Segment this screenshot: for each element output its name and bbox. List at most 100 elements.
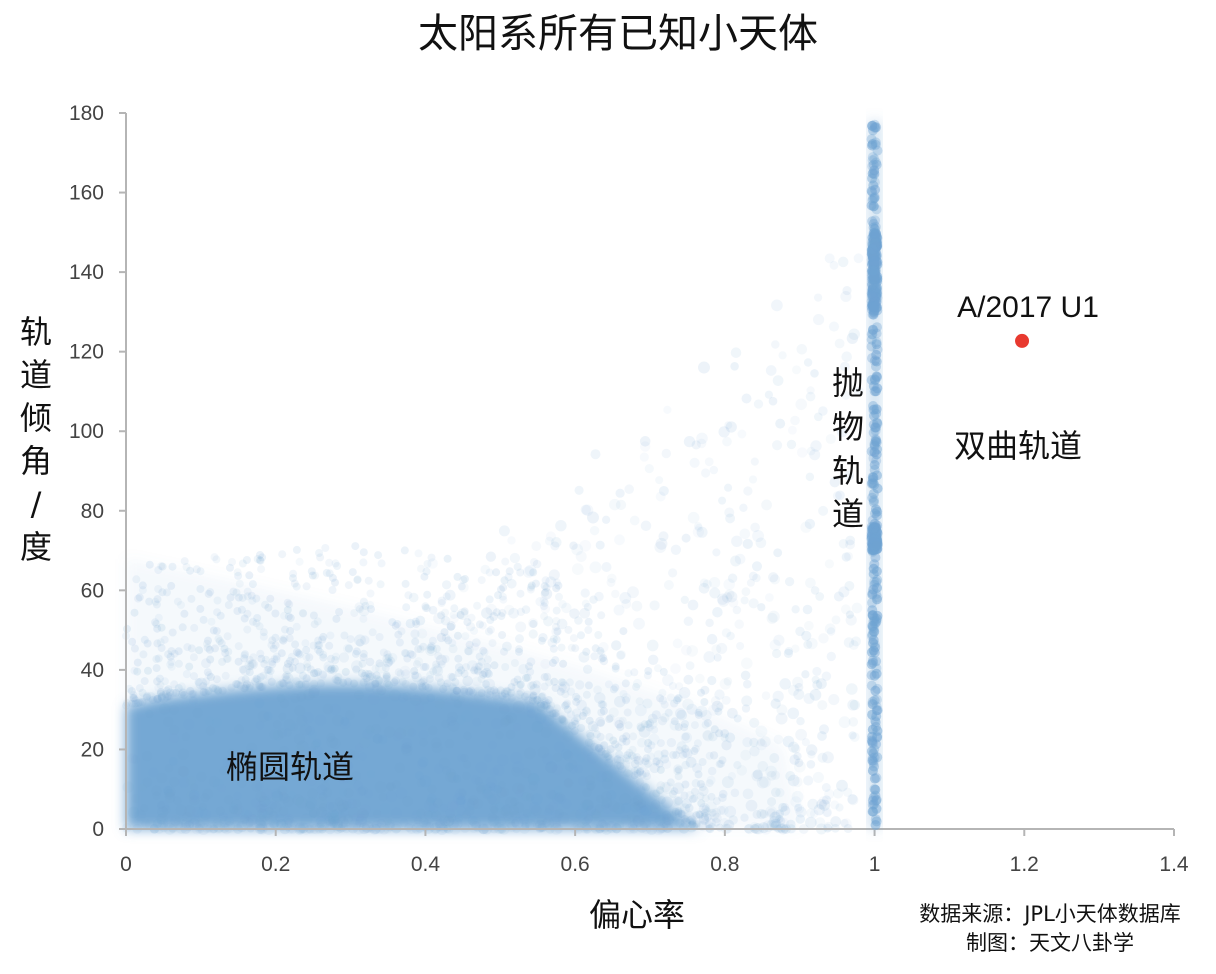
scatter-point <box>673 767 682 776</box>
scatter-point <box>663 580 674 590</box>
scatter-point <box>701 805 710 814</box>
scatter-point <box>200 808 212 820</box>
scatter-point <box>531 541 542 552</box>
scatter-point <box>381 663 390 672</box>
scatter-point <box>552 578 561 587</box>
scatter-point <box>594 692 606 704</box>
parabolic-point <box>870 422 881 433</box>
scatter-point <box>480 648 489 657</box>
scatter-point <box>447 772 459 784</box>
scatter-point <box>393 620 402 628</box>
scatter-point <box>500 805 512 817</box>
scatter-point <box>792 365 801 375</box>
scatter-point <box>259 803 269 813</box>
scatter-point <box>252 594 261 603</box>
scatter-point <box>840 361 850 372</box>
scatter-point <box>359 737 371 749</box>
scatter-point <box>725 732 736 743</box>
scatter-point <box>168 628 177 637</box>
scatter-point <box>591 771 600 780</box>
scatter-point <box>680 817 691 828</box>
scatter-point <box>353 576 362 585</box>
scatter-point <box>787 707 800 720</box>
parabolic-point <box>868 488 879 499</box>
scatter-point <box>590 652 599 661</box>
scatter-point <box>261 788 273 800</box>
scatter-point <box>445 768 456 779</box>
scatter-point <box>644 759 653 768</box>
scatter-point <box>806 446 816 456</box>
scatter-point <box>498 525 510 537</box>
scatter-point <box>365 657 375 667</box>
scatter-point <box>426 643 435 652</box>
scatter-point <box>457 582 466 591</box>
region-label-hyperbolic: 双曲轨道 <box>954 427 1082 465</box>
scatter-point <box>853 253 864 264</box>
scatter-point <box>166 660 175 669</box>
scatter-point <box>300 813 313 826</box>
scatter-point <box>334 797 344 807</box>
scatter-point <box>325 801 335 811</box>
scatter-point <box>841 390 851 400</box>
scatter-point <box>500 787 510 797</box>
scatter-point <box>574 764 584 774</box>
scatter-point <box>499 807 508 816</box>
scatter-point <box>292 677 301 686</box>
parabolic-point <box>869 559 880 570</box>
scatter-point <box>460 669 469 678</box>
scatter-point <box>765 805 778 818</box>
scatter-point <box>632 794 644 806</box>
scatter-point <box>448 683 457 691</box>
scatter-point <box>458 788 467 797</box>
scatter-point <box>247 659 258 670</box>
scatter-point <box>145 691 156 702</box>
scatter-point <box>800 521 812 533</box>
scatter-point <box>180 609 189 618</box>
scatter-point <box>700 710 712 722</box>
scatter-point <box>741 695 753 707</box>
scatter-point <box>164 692 173 701</box>
scatter-point <box>368 628 377 637</box>
scatter-point <box>378 792 388 802</box>
scatter-point <box>542 583 551 592</box>
scatter-point <box>326 736 339 748</box>
scatter-point <box>157 693 166 702</box>
scatter-point <box>599 654 608 662</box>
scatter-point <box>851 602 863 614</box>
scatter-point <box>565 678 574 687</box>
scatter-point <box>708 576 721 589</box>
scatter-point <box>390 807 403 819</box>
scatter-point <box>364 682 375 693</box>
parabolic-point <box>867 155 878 166</box>
scatter-point <box>792 776 803 788</box>
scatter-point <box>564 625 573 634</box>
scatter-point <box>586 739 595 748</box>
scatter-point <box>155 674 164 683</box>
parabolic-point <box>869 761 879 772</box>
scatter-point <box>761 691 771 700</box>
scatter-point <box>334 673 343 681</box>
scatter-point <box>722 436 732 447</box>
scatter-point <box>212 818 223 828</box>
scatter-point <box>294 822 306 834</box>
parabolic-point <box>870 233 881 244</box>
scatter-point <box>435 818 448 831</box>
scatter-point <box>768 572 779 583</box>
credit-source: 数据来源：JPL小天体数据库 <box>919 902 1181 926</box>
scatter-point <box>338 652 350 663</box>
scatter-point <box>161 690 170 698</box>
scatter-point <box>641 757 650 766</box>
scatter-point <box>584 738 593 747</box>
parabolic-point <box>867 299 878 310</box>
scatter-point <box>662 674 674 686</box>
scatter-point <box>585 729 594 738</box>
scatter-point <box>164 792 176 804</box>
scatter-point <box>510 659 519 667</box>
scatter-point <box>666 811 677 822</box>
scatter-point <box>240 684 249 693</box>
scatter-point <box>696 810 705 819</box>
scatter-point <box>191 819 202 830</box>
scatter-point <box>666 778 675 787</box>
parabolic-point <box>871 794 882 805</box>
scatter-point <box>451 818 463 829</box>
